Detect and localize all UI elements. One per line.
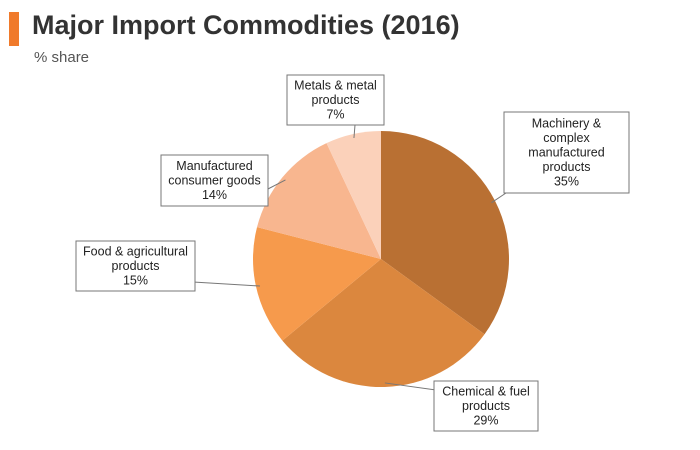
- slice-category-label: products: [462, 399, 510, 413]
- slice-category-label: Manufactured: [176, 159, 252, 173]
- slice-value-label: 29%: [473, 413, 498, 427]
- leader-line-4: [265, 179, 286, 191]
- slice-label-box-5: [286, 74, 385, 126]
- pie-slice-5: [326, 131, 381, 259]
- slice-category-label: Food & agricultural: [83, 244, 188, 258]
- slice-category-label: Chemical & fuel: [442, 384, 530, 398]
- slice-category-label: Metals & metal: [294, 78, 377, 92]
- pie-slice-3: [252, 227, 381, 341]
- leader-line-2: [384, 382, 437, 391]
- slice-category-label: products: [312, 93, 360, 107]
- leader-lines: [192, 124, 507, 391]
- slice-category-label: products: [112, 259, 160, 273]
- slice-label-3: Food & agricultural products 15%: [83, 244, 188, 287]
- slice-value-label: 35%: [554, 174, 579, 188]
- slice-label-2: Chemical & fuel products 29%: [442, 384, 530, 427]
- leader-line-1: [491, 192, 507, 204]
- slice-label-box-1: [503, 111, 630, 194]
- slice-value-label: 14%: [202, 188, 227, 202]
- leader-line-5: [353, 124, 356, 139]
- title-accent-bar: [9, 12, 19, 46]
- slice-label-box-4: [160, 154, 269, 207]
- chart-title: Major Import Commodities (2016): [32, 10, 460, 40]
- pie-slice-4: [257, 143, 381, 259]
- pie-slice-2: [282, 259, 485, 388]
- slice-category-label: consumer goods: [168, 173, 260, 187]
- slice-value-label: 15%: [123, 273, 148, 287]
- slice-label-box-3: [75, 240, 196, 292]
- leader-line-3: [192, 281, 261, 287]
- slice-label-4: Manufactured consumer goods 14%: [168, 159, 260, 202]
- slice-category-label: products: [543, 160, 591, 174]
- slice-label-5: Metals & metal products 7%: [294, 78, 377, 121]
- slice-label-1: Machinery & complex manufactured products 35…: [528, 116, 604, 188]
- pie-slice-1: [381, 131, 509, 335]
- slice-label-box-2: [433, 380, 539, 432]
- slice-labels: Machinery & complex manufactured products 35…: [75, 74, 630, 432]
- slice-category-label: complex: [543, 131, 590, 145]
- slice-category-label: Machinery &: [532, 116, 602, 130]
- slice-category-label: manufactured: [528, 145, 604, 159]
- chart-subtitle: % share: [34, 49, 90, 66]
- pie-slices: [252, 131, 509, 388]
- slice-value-label: 7%: [326, 107, 344, 121]
